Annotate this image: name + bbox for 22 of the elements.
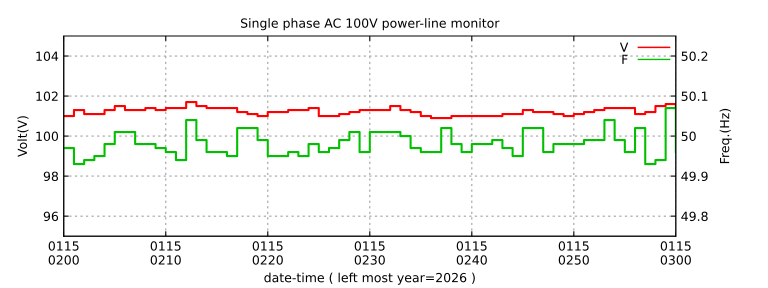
x-axis-title: date-time ( left most year=2026 ) (264, 272, 475, 285)
y-tick-label: 102 (36, 92, 58, 101)
legend-label: F (622, 54, 628, 64)
chart-title: Single phase AC 100V power-line monitor (240, 18, 500, 30)
x-tick-label: 0115 0240 (456, 241, 487, 265)
y2-tick-label: 50.2 (682, 51, 708, 61)
x-tick-label: 0115 0200 (48, 241, 79, 265)
x-tick-label: 0115 0300 (660, 241, 691, 265)
x-tick-label: 0115 0210 (150, 241, 181, 265)
legend-label: V (620, 42, 628, 52)
y2-tick-label: 50 (682, 132, 696, 142)
y-tick-label: 100 (36, 132, 58, 142)
y-axis-title: Volt(V) (17, 116, 29, 157)
y2-tick-label: 50.1 (682, 92, 708, 101)
y2-axis-title: Freq.(Hz) (720, 108, 732, 164)
y-tick-label: 98 (44, 172, 58, 182)
y-tick-label: 96 (44, 212, 58, 222)
x-tick-label: 0115 0230 (354, 241, 385, 265)
x-tick-label: 0115 0250 (558, 241, 589, 265)
y2-tick-label: 49.8 (681, 212, 708, 222)
y2-tick-label: 49.9 (681, 172, 708, 182)
y-tick-label: 104 (36, 51, 58, 61)
